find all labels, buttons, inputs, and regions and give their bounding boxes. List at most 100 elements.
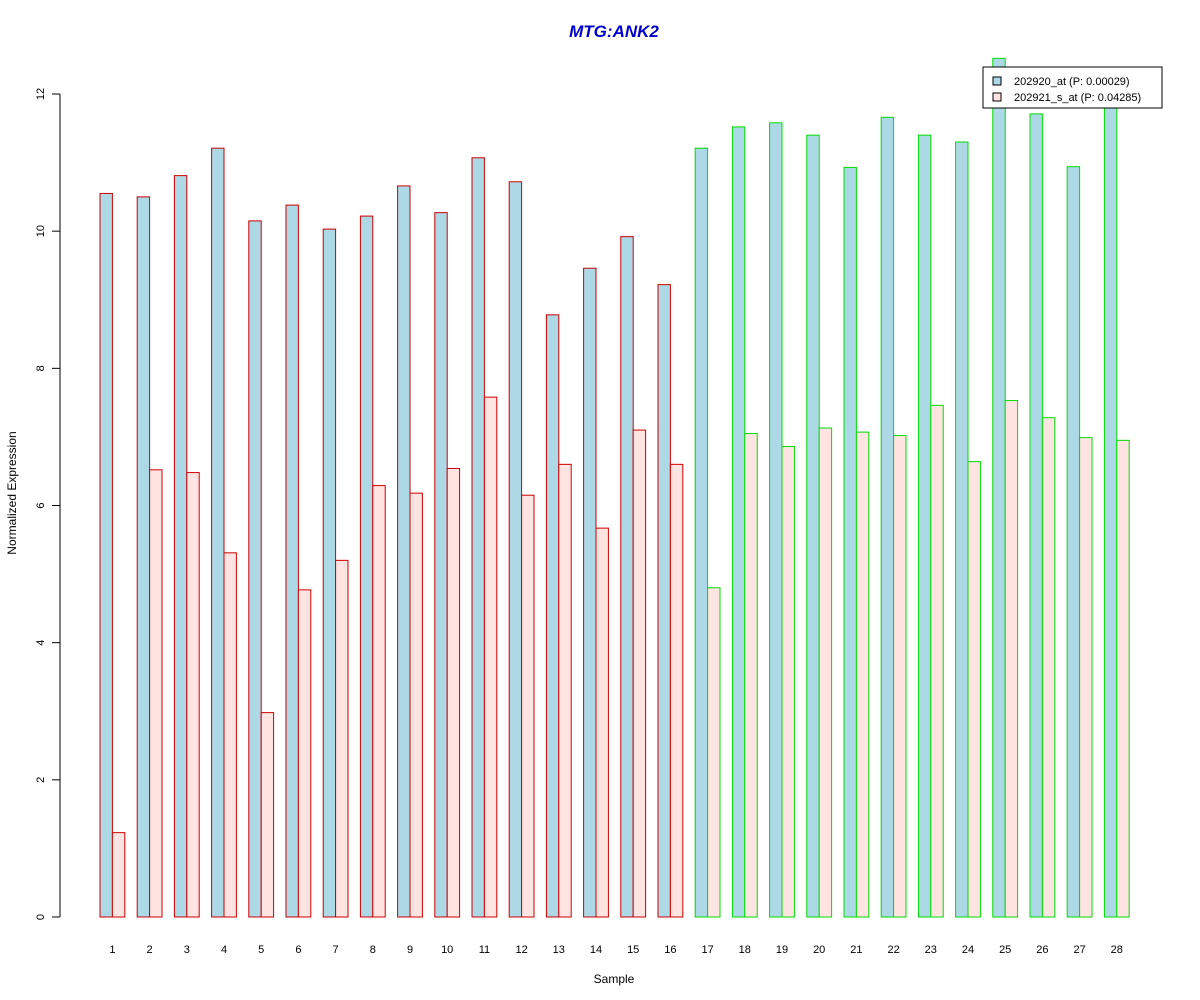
bar-series1-sample-5 — [248, 220, 262, 918]
x-tick-label: 20 — [813, 944, 825, 956]
x-tick-label: 7 — [333, 944, 339, 956]
bar-series2-sample-1 — [111, 832, 126, 918]
bar-series2-sample-17 — [707, 587, 721, 918]
y-tick-label: 12 — [35, 88, 47, 100]
x-tick-label: 1 — [109, 944, 115, 956]
chart-title: MTG:ANK2 — [569, 22, 659, 41]
bar-series2-sample-2 — [149, 469, 163, 918]
legend-label-2: 202921_s_at (P: 0.04285) — [1014, 92, 1141, 104]
x-tick-label: 3 — [184, 944, 190, 956]
legend-swatch-1 — [992, 76, 1002, 86]
bar-series2-sample-25 — [1004, 400, 1019, 918]
x-tick-label: 28 — [1111, 944, 1123, 956]
bar-series1-sample-26 — [1029, 113, 1043, 918]
x-tick-label: 25 — [999, 944, 1011, 956]
bar-series1-sample-8 — [359, 215, 374, 918]
x-tick-label: 26 — [1036, 944, 1048, 956]
bar-series1-sample-11 — [471, 157, 485, 918]
bar-series2-sample-12 — [521, 494, 535, 918]
x-tick-label: 14 — [590, 944, 602, 956]
bar-series1-sample-24 — [955, 141, 969, 918]
bar-series2-sample-26 — [1041, 417, 1056, 918]
bar-series1-sample-9 — [397, 185, 411, 918]
bar-series2-sample-11 — [483, 396, 498, 918]
bar-series1-sample-13 — [545, 314, 560, 918]
bar-series1-sample-28 — [1103, 100, 1118, 918]
bar-series2-sample-8 — [372, 485, 386, 918]
x-tick-label: 23 — [925, 944, 937, 956]
x-tick-label: 2 — [147, 944, 153, 956]
bar-series2-sample-19 — [781, 446, 795, 918]
x-tick-label: 13 — [553, 944, 565, 956]
y-tick-label: 10 — [35, 225, 47, 237]
y-tick-label: 6 — [35, 502, 47, 508]
x-tick-label: 4 — [221, 944, 227, 956]
bar-series2-sample-7 — [335, 559, 349, 918]
x-tick-label: 5 — [258, 944, 264, 956]
bar-series1-sample-3 — [173, 175, 188, 918]
bar-series2-sample-5 — [260, 712, 275, 918]
x-tick-label: 10 — [441, 944, 453, 956]
bar-series2-sample-27 — [1079, 437, 1093, 918]
x-tick-label: 15 — [627, 944, 639, 956]
bar-series1-sample-7 — [322, 228, 337, 918]
bar-series2-sample-16 — [669, 463, 684, 918]
x-axis-tick-labels: 1 2 3 4 5 6 7 8 9 10 11 12 13 14 15 16 17 18 19 20 21 22 23 24 2… — [109, 944, 1123, 956]
bar-series1-sample-4 — [211, 147, 225, 918]
y-axis: 0 2 4 6 8 10 12 — [35, 88, 61, 920]
bar-series1-sample-2 — [136, 196, 151, 918]
bar-series1-sample-16 — [657, 284, 671, 918]
bar-series2-sample-15 — [632, 429, 647, 918]
bar-series1-sample-25 — [992, 57, 1006, 918]
bar-series1-sample-23 — [917, 134, 932, 918]
x-tick-label: 17 — [701, 944, 713, 956]
x-tick-label: 19 — [776, 944, 788, 956]
x-tick-label: 12 — [515, 944, 527, 956]
x-tick-label: 9 — [407, 944, 413, 956]
bar-series1-sample-10 — [434, 212, 448, 918]
bar-series1-sample-14 — [583, 267, 597, 918]
y-tick-label: 2 — [35, 777, 47, 783]
bar-series2-sample-23 — [930, 404, 944, 918]
y-tick-label: 8 — [35, 365, 47, 371]
x-tick-label: 27 — [1073, 944, 1085, 956]
legend-label-1: 202920_at (P: 0.00029) — [1014, 76, 1130, 88]
bar-series2-sample-28 — [1116, 439, 1130, 918]
bars — [99, 57, 1130, 918]
bar-series1-sample-18 — [731, 126, 746, 918]
legend-swatch-2 — [992, 92, 1002, 102]
bar-series1-sample-22 — [880, 116, 895, 918]
x-tick-label: 24 — [962, 944, 974, 956]
y-axis-label: Normalized Expression — [5, 431, 19, 554]
bar-series2-sample-22 — [893, 435, 907, 918]
bar-series1-sample-27 — [1066, 166, 1081, 918]
y-tick-label: 4 — [35, 640, 47, 646]
bar-series1-sample-6 — [285, 204, 299, 918]
bar-series1-sample-20 — [806, 134, 820, 918]
bar-series2-sample-24 — [967, 461, 981, 918]
bar-series2-sample-20 — [818, 427, 833, 918]
bar-series1-sample-19 — [769, 122, 783, 918]
x-tick-label: 21 — [850, 944, 862, 956]
y-tick-label: 0 — [35, 914, 47, 920]
x-tick-label: 22 — [887, 944, 899, 956]
x-tick-label: 16 — [664, 944, 676, 956]
bar-series1-sample-1 — [99, 192, 113, 918]
bar-series1-sample-17 — [694, 147, 709, 918]
legend: 202920_at (P: 0.00029) 202921_s_at (P: 0.… — [982, 66, 1163, 109]
x-tick-label: 8 — [370, 944, 376, 956]
bar-series2-sample-21 — [855, 431, 870, 918]
bar-series2-sample-10 — [446, 467, 461, 918]
bar-series1-sample-21 — [843, 166, 857, 918]
bar-series2-sample-9 — [409, 492, 423, 918]
bar-series2-sample-4 — [223, 552, 237, 918]
legend-box — [982, 66, 1163, 109]
bar-series2-sample-6 — [297, 589, 312, 918]
bar-series2-sample-3 — [186, 472, 200, 918]
x-tick-label: 6 — [295, 944, 301, 956]
x-axis-label: Sample — [594, 972, 635, 986]
bar-series1-sample-15 — [620, 236, 634, 918]
bar-series2-sample-13 — [558, 463, 572, 918]
bar-series1-sample-12 — [508, 181, 523, 918]
